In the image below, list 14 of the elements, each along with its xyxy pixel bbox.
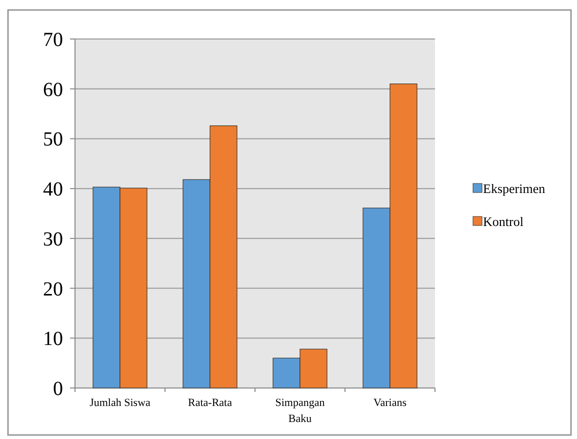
y-tick-label: 30 [43, 228, 63, 250]
x-tick-label: Jumlah Siswa [90, 397, 151, 409]
y-tick-label: 70 [43, 29, 63, 51]
y-tick-label: 0 [53, 378, 63, 400]
y-tick-label: 50 [43, 128, 63, 151]
legend-label: Kontrol [483, 214, 524, 230]
x-tick-label: Simpangan Baku [275, 397, 326, 425]
x-tick-label: Rata-Rata [188, 397, 232, 409]
y-tick-label: 10 [43, 328, 63, 350]
y-tick-label: 40 [43, 178, 63, 201]
y-tick-label: 60 [43, 78, 63, 101]
x-tick-label: Varians [374, 397, 406, 409]
legend-label: Eksperimen [483, 181, 546, 196]
y-tick-label: 20 [43, 278, 63, 300]
